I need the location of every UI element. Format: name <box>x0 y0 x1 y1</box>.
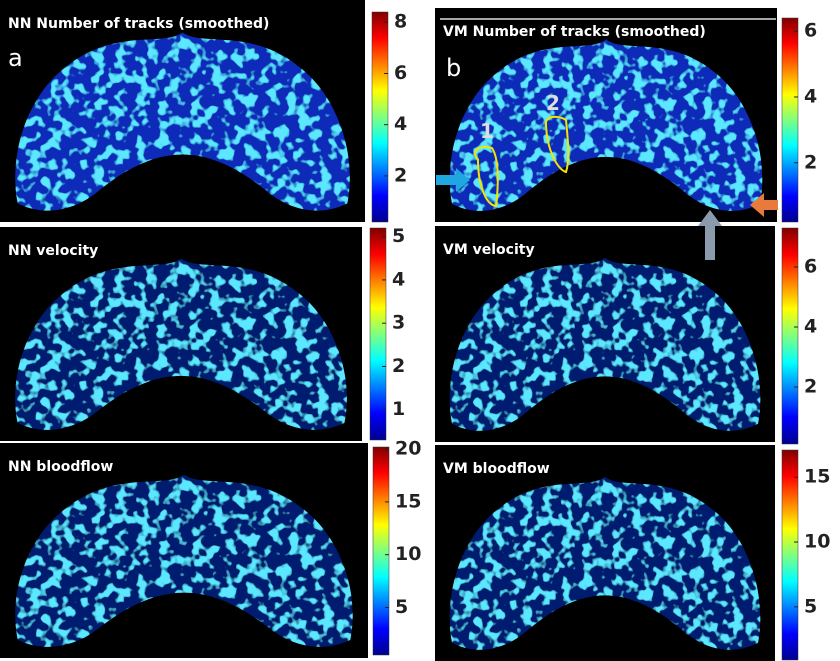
colorbar-tick-label: 5 <box>804 595 817 617</box>
figure: NN Number of tracks (smoothed) 2 4 6 8 NN vel… <box>0 0 840 661</box>
colorbar-tick-label: 5 <box>392 225 405 247</box>
panel: VM velocity 2 4 6 <box>435 226 817 444</box>
colorbar-tick-label: 2 <box>392 355 405 377</box>
colorbar-tick-label: 8 <box>394 11 407 33</box>
colorbar-tick-label: 6 <box>804 256 817 278</box>
colorbar-tick-label: 15 <box>804 466 830 488</box>
colorbar <box>373 447 389 655</box>
panels: NN Number of tracks (smoothed) 2 4 6 8 NN vel… <box>0 0 830 661</box>
panel-title: VM bloodflow <box>443 461 550 477</box>
colorbar <box>372 12 388 222</box>
panel-title: NN bloodflow <box>8 459 113 475</box>
panel: VM Number of tracks (smoothed) 2 4 6 <box>435 8 817 222</box>
colorbar <box>782 450 798 660</box>
panel-title: NN Number of tracks (smoothed) <box>8 16 269 32</box>
panel: VM bloodflow 5 10 15 <box>435 445 830 661</box>
colorbar-tick-label: 10 <box>395 543 421 565</box>
panel-title: VM Number of tracks (smoothed) <box>443 24 706 40</box>
colorbar-tick-label: 6 <box>394 62 407 84</box>
colorbar-tick-label: 20 <box>395 438 421 460</box>
panel-title: NN velocity <box>8 243 98 259</box>
colorbar-tick-label: 2 <box>804 151 817 173</box>
colorbar <box>370 228 386 440</box>
colorbar-tick-label: 10 <box>804 531 830 553</box>
colorbar <box>782 228 798 444</box>
panel: NN velocity 1 2 3 4 5 <box>0 225 405 441</box>
colorbar-tick-label: 3 <box>392 312 405 334</box>
colorbar <box>782 18 798 222</box>
colorbar-tick-label: 4 <box>804 85 817 107</box>
roi-label: 2 <box>546 91 560 115</box>
panel: NN bloodflow 5 10 15 20 <box>0 438 421 658</box>
colorbar-tick-label: 5 <box>395 596 408 618</box>
colorbar-tick-label: 15 <box>395 490 421 512</box>
panel-label: b <box>446 54 461 82</box>
panel-label: a <box>8 44 23 72</box>
colorbar-tick-label: 4 <box>394 113 407 135</box>
colorbar-tick-label: 1 <box>392 398 405 420</box>
colorbar-tick-label: 4 <box>804 316 817 338</box>
panel-title: VM velocity <box>443 242 535 258</box>
colorbar-tick-label: 4 <box>392 268 405 290</box>
panel: NN Number of tracks (smoothed) 2 4 6 8 <box>0 0 407 222</box>
colorbar-tick-label: 2 <box>804 376 817 398</box>
roi-label: 1 <box>480 119 494 143</box>
colorbar-tick-label: 2 <box>394 164 407 186</box>
colorbar-tick-label: 6 <box>804 20 817 42</box>
